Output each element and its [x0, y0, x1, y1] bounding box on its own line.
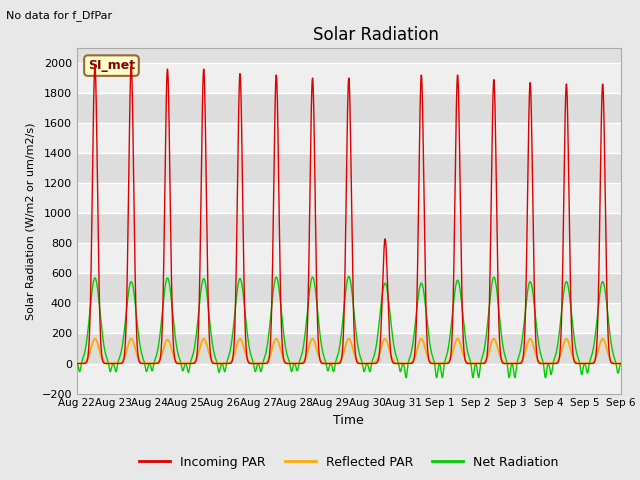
Bar — [77, 153, 621, 183]
Bar — [77, 363, 621, 394]
Legend: Incoming PAR, Reflected PAR, Net Radiation: Incoming PAR, Reflected PAR, Net Radiati… — [134, 451, 564, 474]
Bar — [77, 303, 621, 334]
Bar — [77, 334, 621, 363]
Bar — [77, 123, 621, 153]
Bar — [77, 274, 621, 303]
Bar — [77, 213, 621, 243]
Bar — [77, 183, 621, 213]
Text: SI_met: SI_met — [88, 59, 135, 72]
Text: No data for f_DfPar: No data for f_DfPar — [6, 10, 113, 21]
Bar — [77, 63, 621, 93]
Y-axis label: Solar Radiation (W/m2 or um/m2/s): Solar Radiation (W/m2 or um/m2/s) — [26, 122, 36, 320]
Bar — [77, 93, 621, 123]
X-axis label: Time: Time — [333, 414, 364, 427]
Title: Solar Radiation: Solar Radiation — [313, 25, 439, 44]
Bar — [77, 243, 621, 274]
